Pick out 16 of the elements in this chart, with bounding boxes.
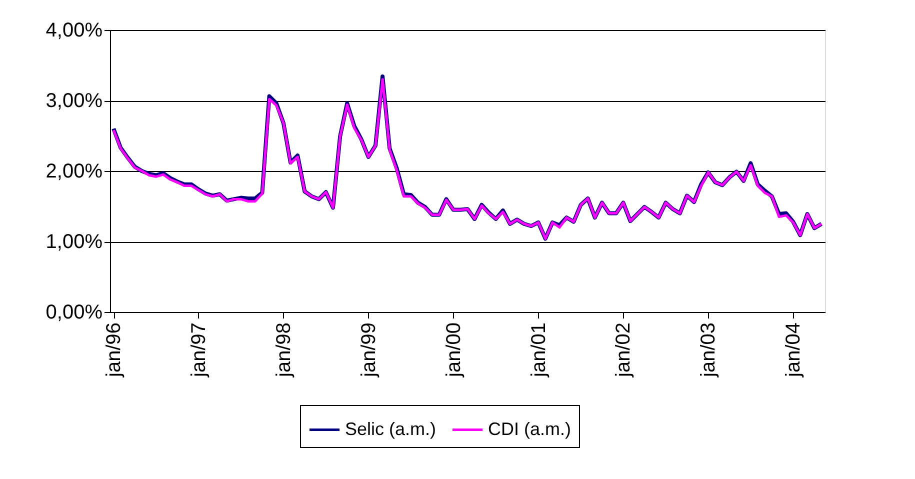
x-tick-label: jan/00 — [442, 322, 465, 378]
y-tick-label: 4,00% — [46, 20, 103, 42]
legend-label: Selic (a.m.) — [345, 418, 436, 439]
x-tick-label: jan/03 — [698, 322, 720, 378]
x-tick-label: jan/96 — [103, 322, 126, 378]
x-tick-label: jan/98 — [272, 322, 295, 378]
x-tick-label: jan/01 — [528, 322, 550, 378]
y-tick-label: 3,00% — [46, 90, 103, 112]
x-tick-label: jan/99 — [358, 322, 380, 378]
y-tick-label: 1,00% — [46, 231, 103, 253]
y-tick-label: 2,00% — [46, 160, 103, 182]
x-tick-label: jan/97 — [188, 322, 210, 378]
x-tick-label: jan/04 — [782, 322, 805, 378]
legend-label: CDI (a.m.) — [488, 418, 571, 439]
y-tick-label: 0,00% — [46, 302, 103, 324]
x-tick-label: jan/02 — [612, 322, 635, 378]
